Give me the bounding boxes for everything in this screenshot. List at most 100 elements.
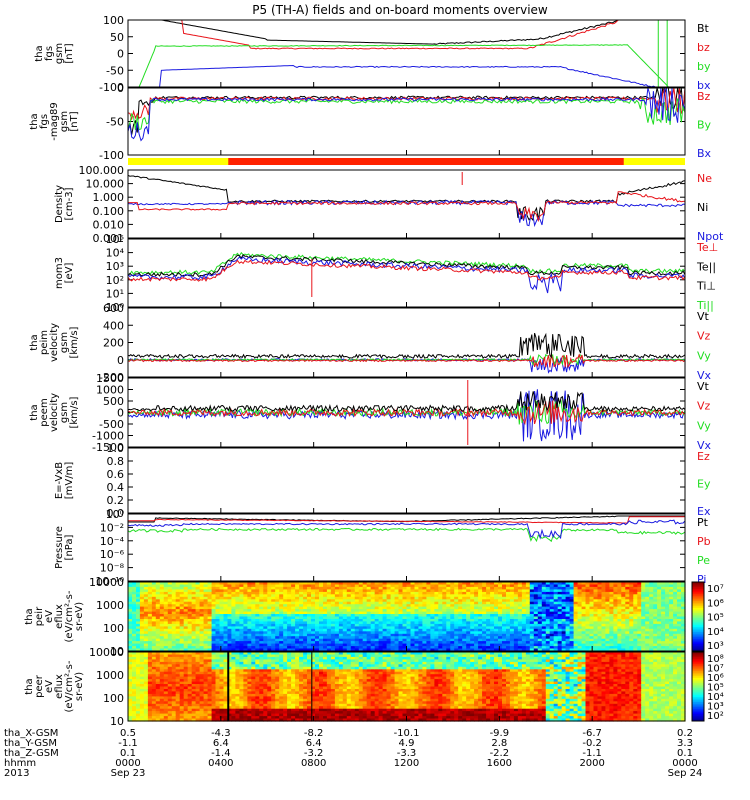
spectrogram-cell [541, 641, 547, 645]
spectrogram-cell [442, 631, 447, 635]
spectrogram-cell [629, 623, 634, 627]
spectrogram-cell [303, 641, 308, 645]
spectrogram-cell [283, 631, 288, 635]
spectrogram-cell [366, 584, 372, 588]
spectrogram-cell [569, 601, 575, 605]
spectrogram-cell [418, 633, 423, 637]
spectrogram-cell [669, 646, 674, 650]
spectrogram-cell [128, 654, 133, 658]
spectrogram-cell [633, 631, 638, 635]
spectrogram-cell [132, 679, 137, 683]
spectrogram-cell [326, 636, 332, 640]
spectrogram-cell [414, 633, 420, 637]
spectrogram-cell [179, 626, 185, 630]
spectrogram-cell [374, 616, 380, 620]
spectrogram-cell [136, 614, 141, 618]
spectrogram-cell [267, 643, 272, 647]
spectrogram-cell [661, 594, 666, 598]
spectrogram-cell [673, 628, 678, 632]
spectrogram-cell [175, 656, 181, 660]
spectrogram-cell [243, 606, 248, 610]
y-tick-label: 500 [103, 395, 124, 408]
spectrogram-cell [207, 698, 213, 702]
spectrogram-cell [414, 611, 420, 615]
spectrogram-cell [163, 711, 169, 715]
spectrogram-cell [259, 626, 264, 630]
spectrogram-cell [617, 599, 622, 603]
spectrogram-cell [171, 643, 177, 647]
spectrogram-cell [581, 636, 587, 640]
spectrogram-cell [207, 641, 213, 645]
spectrogram-cell [207, 636, 213, 640]
spectrogram-cell [315, 611, 320, 615]
colorbar-cell [692, 587, 704, 590]
spectrogram-cell [143, 621, 149, 625]
spectrogram-cell [307, 631, 312, 635]
spectrogram-cell [143, 693, 149, 697]
spectrogram-cell [163, 659, 169, 663]
spectrogram-cell [334, 586, 340, 590]
spectrogram-cell [498, 621, 503, 625]
spectrogram-cell [653, 614, 658, 618]
y-tick-label: 0.0 [107, 507, 125, 520]
spectrogram-cell [136, 641, 141, 645]
spectrogram-cell [207, 711, 213, 715]
series-npot [127, 199, 686, 228]
spectrogram-cell [171, 659, 177, 663]
spectrogram-cell [346, 643, 352, 647]
spectrogram-cell [159, 599, 165, 603]
spectrogram-cell [330, 586, 336, 590]
spectrogram-cell [128, 706, 133, 710]
spectrogram-cell [597, 599, 603, 603]
spectrogram-cell [414, 621, 420, 625]
spectrogram-cell [175, 691, 181, 695]
spectrogram-cell [402, 611, 408, 615]
series-pi [127, 519, 686, 540]
spectrogram-cell [370, 614, 376, 618]
spectrogram-cell [255, 586, 260, 590]
spectrogram-cell [502, 582, 507, 586]
spectrogram-cell [354, 646, 360, 650]
spectrogram-cell [442, 611, 447, 615]
spectrogram-cell [446, 586, 451, 590]
spectrogram-cell [163, 646, 169, 650]
spectrogram-cell [215, 621, 221, 625]
spectrogram-cell [669, 626, 674, 630]
spectrogram-cell [227, 623, 233, 627]
spectrogram-cell [422, 589, 427, 593]
spectrogram-cell [263, 616, 268, 620]
spectrogram-cell [613, 646, 618, 650]
spectrogram-cell [509, 643, 515, 647]
spectrogram-cell [601, 631, 607, 635]
spectrogram-cell [597, 611, 603, 615]
spectrogram-cell [263, 604, 268, 608]
spectrogram-cell [195, 681, 201, 685]
spectrogram-cell [589, 582, 595, 586]
spectrogram-cell [175, 633, 181, 637]
spectrogram-cell [673, 606, 678, 610]
spectrogram-cell [319, 616, 324, 620]
spectrogram-cell [470, 591, 475, 595]
spectrogram-cell [390, 638, 396, 642]
spectrogram-cell [151, 716, 157, 720]
spectrogram-cell [386, 601, 392, 605]
spectrogram-cell [183, 679, 189, 683]
spectrogram-cell [155, 686, 161, 690]
spectrogram-cell [187, 698, 193, 702]
spectrogram-cell [342, 621, 348, 625]
spectrogram-cell [585, 614, 591, 618]
spectrogram-cell [295, 611, 300, 615]
spectrogram-cell [319, 648, 324, 652]
spectrogram-cell [422, 636, 427, 640]
spectrogram-cell [621, 623, 626, 627]
spectrogram-cell [438, 621, 443, 625]
spectrogram-cell [366, 628, 372, 632]
spectrogram-cell [179, 654, 185, 658]
spectrogram-cell [370, 596, 376, 600]
spectrogram-cell [231, 641, 236, 645]
spectrogram-cell [366, 633, 372, 637]
spectrogram-cell [179, 601, 185, 605]
spectrogram-cell [374, 619, 380, 623]
spectrogram-cell [219, 716, 225, 720]
spectrogram-cell [295, 599, 300, 603]
